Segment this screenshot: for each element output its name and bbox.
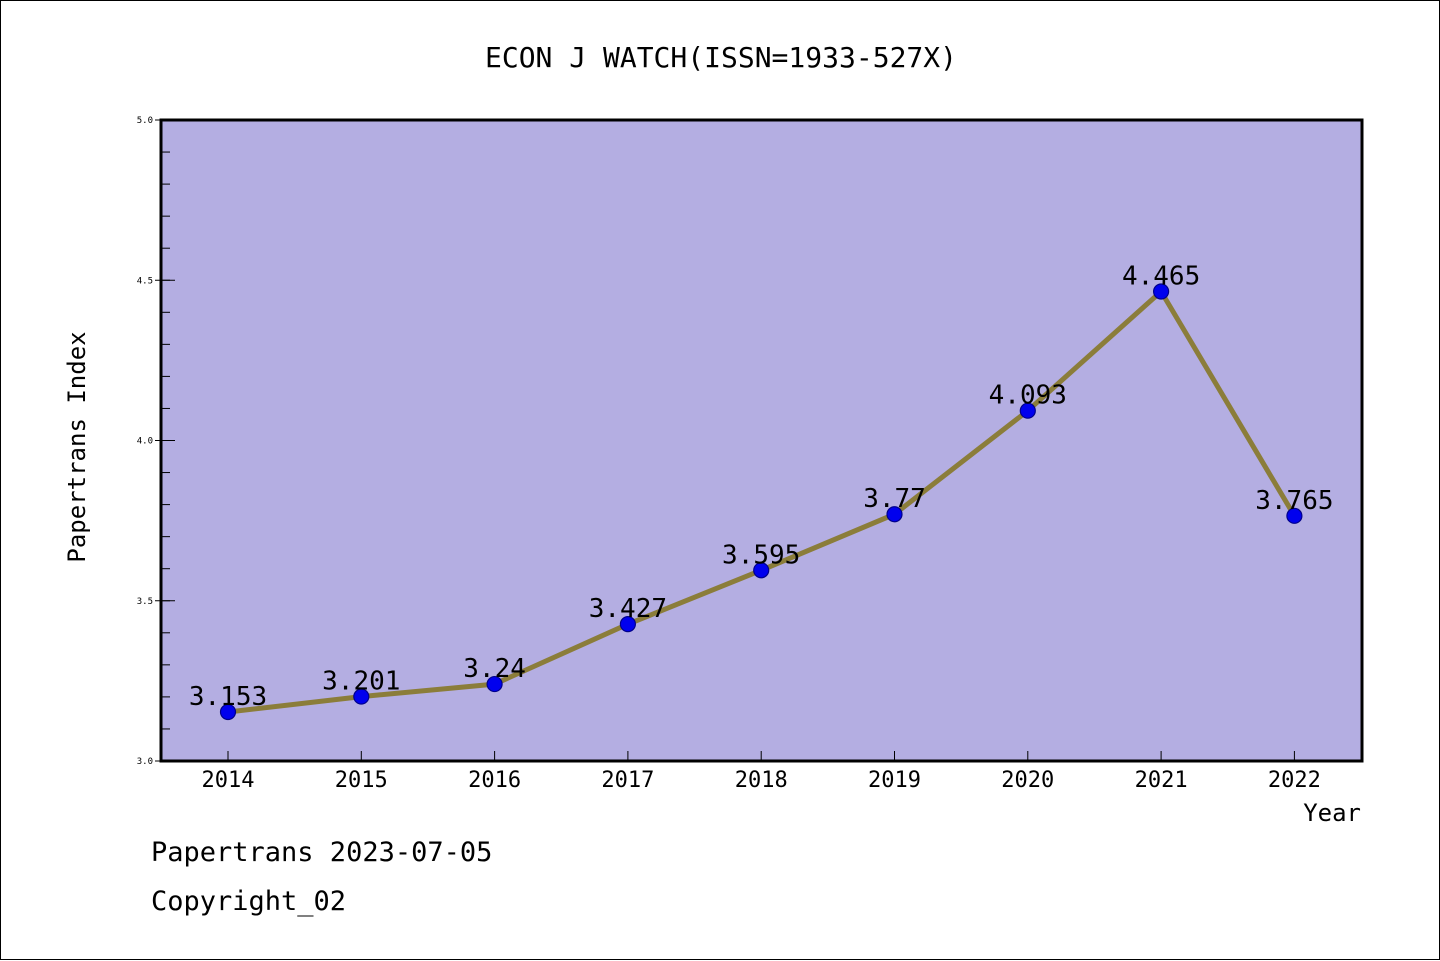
data-label: 4.093: [989, 381, 1067, 411]
plot-frame: [159, 118, 1364, 763]
x-tick-label: 2017: [601, 768, 654, 793]
y-tick-label: 3.0: [137, 757, 153, 767]
y-tick-label: 5.0: [137, 116, 153, 126]
data-label: 3.153: [189, 682, 267, 712]
y-tick-label: 4.5: [137, 276, 153, 286]
footer-copyright: Copyright_02: [151, 886, 347, 917]
data-point: [886, 506, 903, 523]
data-point: [486, 675, 503, 693]
x-tick-label: 2020: [1001, 768, 1054, 793]
data-label: 3.595: [722, 540, 800, 570]
data-label: 3.765: [1255, 486, 1333, 516]
data-point: [753, 562, 770, 579]
x-tick-label: 2015: [335, 768, 388, 793]
x-axis-label: Year: [1303, 799, 1361, 827]
chart-marks: [155, 119, 1303, 762]
x-tick-label: 2019: [868, 768, 921, 793]
y-tick-label: 4.0: [137, 437, 153, 447]
y-axis-label: Papertrans Index: [63, 331, 91, 562]
plot-area: [161, 120, 1362, 761]
data-point: [1152, 283, 1170, 300]
data-label: 4.465: [1122, 261, 1200, 291]
data-label: 3.427: [589, 594, 667, 624]
data-label: 3.77: [863, 484, 926, 514]
footer-date: Papertrans 2023-07-05: [151, 837, 493, 868]
data-point: [219, 703, 237, 721]
x-tick-label: 2021: [1135, 768, 1188, 793]
data-point: [1019, 402, 1036, 419]
data-label: 3.201: [322, 667, 400, 697]
x-tick-label: 2022: [1268, 768, 1321, 793]
data-point: [619, 616, 637, 633]
x-tick-label: 2016: [468, 768, 521, 793]
chart-title: ECON J WATCH(ISSN=1933-527X): [485, 41, 957, 74]
data-label: 3.24: [463, 654, 526, 684]
data-point: [1286, 507, 1303, 524]
data-point: [353, 688, 370, 705]
x-tick-label: 2014: [202, 768, 255, 793]
y-tick-label: 3.5: [137, 597, 153, 607]
x-tick-label: 2018: [735, 768, 788, 793]
